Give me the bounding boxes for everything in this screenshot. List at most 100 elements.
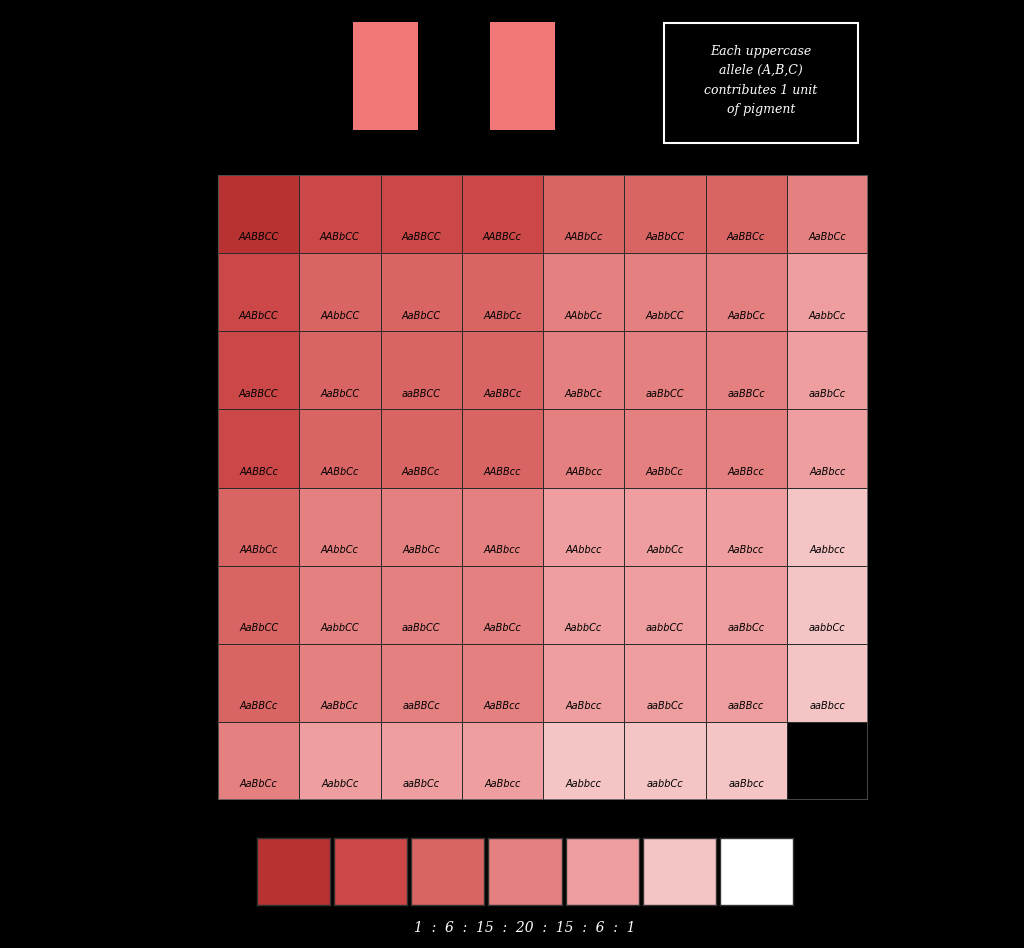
Bar (786, 175, 868, 253)
Text: AABbCc: AABbCc (483, 311, 521, 320)
Text: AaBbcc: AaBbcc (565, 702, 602, 711)
Text: AaBBCc: AaBBCc (240, 702, 278, 711)
Bar (218, 331, 299, 410)
Text: Aabbcc: Aabbcc (809, 545, 846, 555)
Text: AABBCc: AABBCc (483, 232, 522, 243)
Text: AaBBCc: AaBBCc (402, 466, 440, 477)
Text: AABBCC: AABBCC (239, 232, 279, 243)
Text: AabbCc: AabbCc (322, 779, 358, 790)
Bar (462, 410, 543, 487)
Bar (299, 331, 381, 410)
Text: AaBbcc: AaBbcc (484, 779, 520, 790)
Bar (218, 644, 299, 721)
Bar (786, 410, 868, 487)
Bar (218, 566, 299, 644)
Bar (625, 253, 706, 331)
Text: AABbCc: AABbCc (564, 232, 603, 243)
Text: AaBbCC: AaBbCC (321, 389, 359, 399)
Text: AabbCC: AabbCC (321, 623, 359, 633)
Bar (706, 410, 786, 487)
Text: 1  :  6  :  15  :  20  :  15  :  6  :  1: 1 : 6 : 15 : 20 : 15 : 6 : 1 (415, 921, 636, 935)
Bar (543, 721, 625, 800)
Bar (218, 721, 299, 800)
Text: AaBbCC: AaBbCC (645, 232, 684, 243)
Text: AaBbcc: AaBbcc (728, 545, 764, 555)
Bar (543, 175, 625, 253)
Bar (543, 410, 625, 487)
Text: AABBCc: AABBCc (240, 466, 279, 477)
Text: AAbbcc: AAbbcc (565, 545, 602, 555)
Bar (706, 721, 786, 800)
Bar (786, 566, 868, 644)
Text: AABBcc: AABBcc (483, 466, 521, 477)
Bar (381, 721, 462, 800)
Text: aabbCC: aabbCC (646, 623, 684, 633)
Bar (786, 644, 868, 721)
Bar (543, 566, 625, 644)
Bar (625, 566, 706, 644)
Text: aaBBCc: aaBBCc (402, 702, 440, 711)
Text: aaBbCc: aaBbCc (728, 623, 765, 633)
Bar (299, 644, 381, 721)
Bar (299, 175, 381, 253)
Text: AABbCc: AABbCc (240, 545, 278, 555)
Text: AabbCc: AabbCc (646, 545, 683, 555)
Text: aaBbCC: aaBbCC (645, 389, 684, 399)
Text: AaBbCc: AaBbCc (565, 389, 602, 399)
Bar (706, 644, 786, 721)
Bar (625, 175, 706, 253)
Text: aaBbCc: aaBbCc (809, 389, 846, 399)
Text: aaBbcc: aaBbcc (728, 779, 764, 790)
Text: AabbCc: AabbCc (565, 623, 602, 633)
Text: AAbbCC: AAbbCC (321, 311, 359, 320)
Text: AaBBCC: AaBBCC (239, 389, 279, 399)
Bar (381, 644, 462, 721)
Bar (625, 331, 706, 410)
Text: AABbcc: AABbcc (484, 545, 521, 555)
Bar (625, 644, 706, 721)
Text: Aabbcc: Aabbcc (565, 779, 601, 790)
Text: AaBbCc: AaBbCc (646, 466, 684, 477)
Bar (543, 253, 625, 331)
Bar (462, 566, 543, 644)
Bar (462, 644, 543, 721)
Text: AaBbCc: AaBbCc (240, 779, 278, 790)
Text: aabbCc: aabbCc (646, 779, 683, 790)
Text: AaBbCc: AaBbCc (727, 311, 765, 320)
Text: AabbCC: AabbCC (645, 311, 684, 320)
Bar (381, 331, 462, 410)
Bar (462, 175, 543, 253)
Bar (786, 487, 868, 566)
Text: AaBbCc: AaBbCc (402, 545, 440, 555)
Text: AaBBcc: AaBBcc (728, 466, 765, 477)
Text: aaBBCC: aaBBCC (401, 389, 440, 399)
Bar (299, 721, 381, 800)
Text: AAbbCc: AAbbCc (321, 545, 358, 555)
Bar (218, 487, 299, 566)
Text: AaBbCc: AaBbCc (809, 232, 846, 243)
Text: aaBBCc: aaBBCc (727, 389, 765, 399)
Text: aaBbcc: aaBbcc (810, 702, 845, 711)
Bar (381, 253, 462, 331)
Text: AABbcc: AABbcc (565, 466, 602, 477)
Text: aaBbCC: aaBbCC (401, 623, 440, 633)
Bar (706, 487, 786, 566)
Bar (299, 410, 381, 487)
Bar (218, 175, 299, 253)
Text: Each uppercase
allele (A,B,C)
contributes 1 unit
of pigment: Each uppercase allele (A,B,C) contribute… (705, 45, 817, 116)
Text: aabbCc: aabbCc (809, 623, 846, 633)
Text: AaBBCC: AaBBCC (401, 232, 441, 243)
Bar (299, 566, 381, 644)
Text: AaBBCc: AaBBCc (727, 232, 765, 243)
Text: aaBBcc: aaBBcc (728, 702, 764, 711)
Bar (299, 487, 381, 566)
Bar (218, 253, 299, 331)
Bar (218, 410, 299, 487)
Bar (786, 253, 868, 331)
Text: AaBbCc: AaBbCc (483, 623, 521, 633)
Bar (381, 566, 462, 644)
Bar (462, 487, 543, 566)
Bar (299, 253, 381, 331)
Text: AabbCc: AabbCc (809, 311, 846, 320)
Bar (706, 175, 786, 253)
